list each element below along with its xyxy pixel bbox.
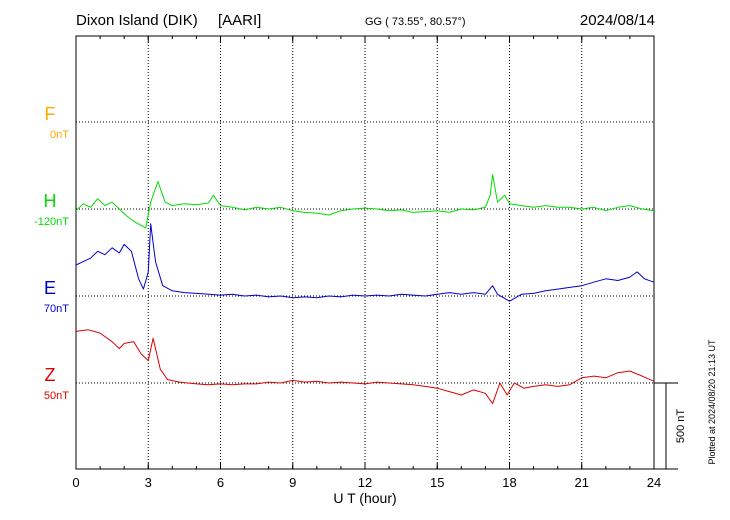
- series-line-Z: [75, 329, 655, 405]
- date-label: 2024/08/14: [580, 12, 655, 29]
- scale-bar-label: 500 nT: [675, 409, 687, 444]
- x-tick-label: 0: [72, 475, 79, 490]
- institute-label: [AARI]: [218, 12, 261, 29]
- grid: [76, 36, 654, 469]
- x-tick-label: 21: [575, 475, 589, 490]
- x-tick-label: 3: [145, 475, 152, 490]
- channel-baseline-Z: 50nT: [44, 390, 69, 402]
- channel-labels: F 0nT H -120nT E 70nT Z 50nT: [34, 104, 69, 402]
- series-line-H: [75, 174, 655, 229]
- station-title: Dixon Island (DIK): [76, 12, 198, 29]
- channel-name-E: E: [44, 278, 56, 298]
- channel-baseline-F: 0nT: [50, 129, 69, 141]
- plotted-timestamp: Plotted at 2024/08/20 21:13 UT: [707, 339, 717, 465]
- channel-name-H: H: [44, 191, 57, 211]
- x-tick-label: 6: [217, 475, 224, 490]
- x-axis-label: U T (hour): [333, 490, 396, 506]
- series-group: [75, 174, 655, 405]
- channel-name-Z: Z: [45, 365, 56, 385]
- x-tick-label: 9: [289, 475, 296, 490]
- channel-name-F: F: [45, 104, 56, 124]
- channel-baseline-H: -120nT: [34, 216, 69, 228]
- x-tick-label: 15: [430, 475, 444, 490]
- x-tick-label: 18: [502, 475, 516, 490]
- coordinates-label: GG ( 73.55°, 80.57°): [365, 16, 466, 28]
- channel-baseline-E: 70nT: [44, 303, 69, 315]
- x-tick-label: 12: [358, 475, 372, 490]
- x-axis: 0 3 6 9 12 15 18 21 24: [72, 36, 661, 490]
- x-tick-label: 24: [647, 475, 661, 490]
- series-line-E: [75, 223, 655, 302]
- scale-bar: 500 nT: [654, 382, 687, 470]
